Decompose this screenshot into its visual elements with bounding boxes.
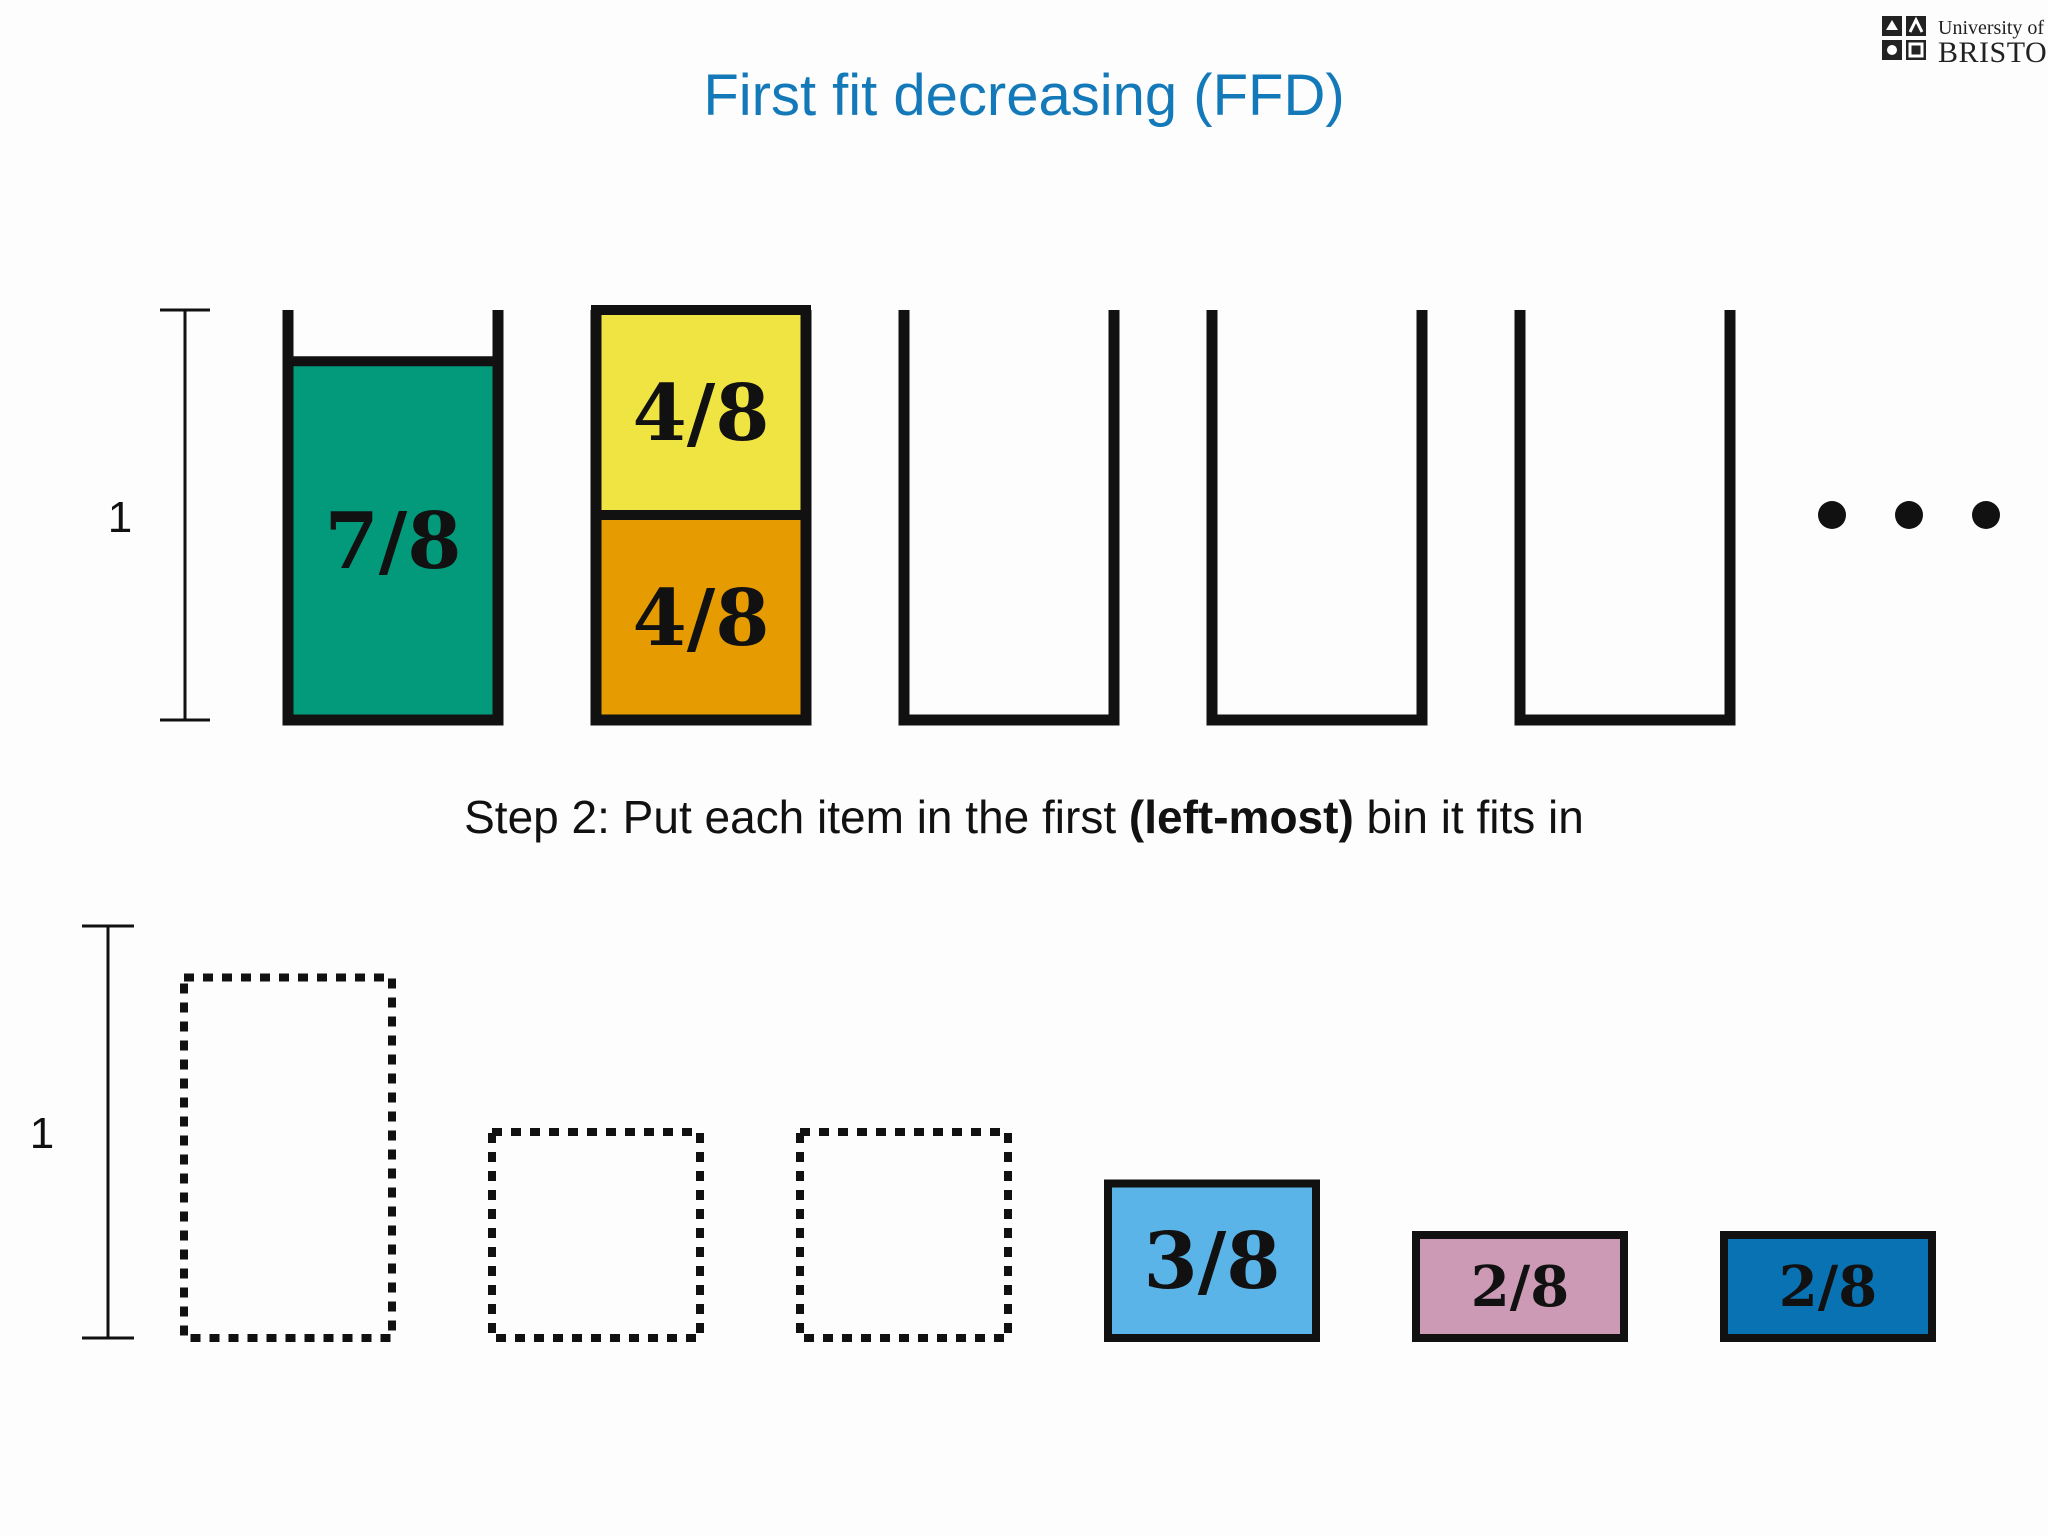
bin-outline (1206, 310, 1428, 726)
placed-item-slot (796, 1128, 1012, 1342)
bin-item-label: 4/8 (632, 573, 769, 664)
bin-outline (1514, 310, 1736, 726)
queued-item-label: 2/8 (1471, 1254, 1569, 1320)
queued-item: 2/8 (1720, 1231, 1936, 1342)
crest-icon (1882, 16, 1926, 60)
bin (898, 310, 1120, 726)
placed-item-outline (488, 1128, 704, 1342)
bottom-scale-bar (82, 924, 134, 1340)
placed-item-outline (796, 1128, 1012, 1342)
queued-item: 3/8 (1104, 1179, 1320, 1342)
step-text-suffix: bin it fits in (1353, 791, 1584, 843)
step-text-bold: (left-most) (1128, 791, 1354, 843)
queued-item-label: 3/8 (1143, 1216, 1280, 1307)
bin-outline (898, 310, 1120, 726)
queued-item-box (1720, 1231, 1936, 1342)
bin-outline (282, 310, 504, 726)
placed-item-outline (180, 973, 396, 1342)
bin-item-label: 7/8 (324, 496, 461, 587)
bin (1514, 310, 1736, 726)
logo-wordmark: University of BRISTOL (1938, 18, 2048, 68)
top-scale-bar (160, 308, 210, 722)
bottom-scale-label: 1 (30, 1109, 54, 1158)
logo-line1: University of (1938, 17, 2045, 39)
bin-item-label: 4/8 (632, 368, 769, 459)
bin-item (283, 356, 503, 725)
placed-item-slot (488, 1128, 704, 1342)
bin: 7/8 (282, 310, 504, 726)
more-bins-ellipsis (1818, 501, 2000, 529)
queued-item-box (1104, 1179, 1320, 1342)
step-instruction: Step 2: Put each item in the first (left… (0, 790, 2048, 844)
top-scale-label: 1 (108, 493, 132, 542)
item-queue-row: 3/8 2/8 2/8 (180, 973, 1936, 1342)
bin: 4/8 4/8 (590, 305, 812, 726)
placed-item-slot (180, 973, 396, 1342)
bin (1206, 310, 1428, 726)
queued-item-label: 2/8 (1779, 1254, 1877, 1320)
bins-row: 7/8 4/8 4/8 (282, 305, 1736, 726)
logo-line2: BRISTOL (1938, 36, 2048, 69)
university-logo: University of BRISTOL (1880, 14, 2048, 68)
bin-outline (590, 310, 812, 726)
step-text-prefix: Step 2: Put each item in the first (464, 791, 1129, 843)
queued-item-box (1412, 1231, 1628, 1342)
queued-item: 2/8 (1412, 1231, 1628, 1342)
slide-title: First fit decreasing (FFD) (703, 63, 1345, 128)
